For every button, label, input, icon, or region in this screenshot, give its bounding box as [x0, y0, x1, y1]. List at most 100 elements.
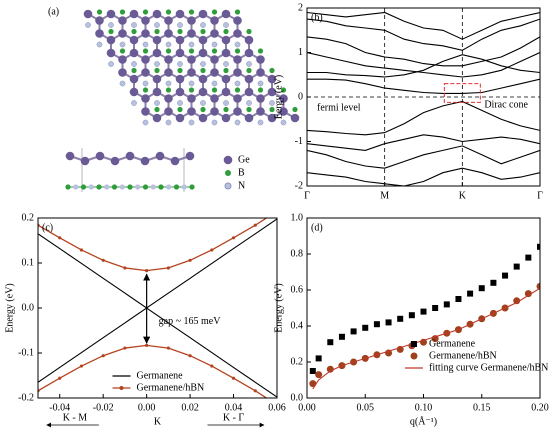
data-point: [326, 365, 334, 373]
atom-n: [188, 119, 195, 126]
data-line: [38, 218, 268, 272]
data-point: [166, 346, 170, 350]
data-point: [420, 308, 427, 315]
data-line: [38, 344, 268, 398]
atom-b: [96, 9, 103, 15]
atom-ge: [198, 113, 208, 123]
legend-label: fitting curve Germanene/hBN: [429, 362, 548, 373]
atom-ge: [175, 48, 185, 58]
highlight-box: [443, 83, 481, 103]
y-tick-label: 0.6: [291, 284, 304, 295]
atom-ge: [141, 16, 150, 25]
x-tick-label: K: [459, 190, 467, 201]
x-tick-label: Γ: [304, 190, 310, 201]
x-tick-label: 0.02: [181, 402, 199, 413]
x-tick-label: -0.04: [49, 402, 70, 413]
atom-b: [188, 48, 195, 54]
atom-ge: [83, 9, 93, 19]
atom-n: [181, 184, 187, 190]
atom-n: [234, 80, 241, 87]
data-point: [537, 243, 540, 250]
atom-ge: [221, 87, 231, 97]
data-point: [397, 315, 404, 322]
atom-n: [131, 61, 137, 67]
atom-ge: [141, 29, 150, 38]
atom-b: [154, 28, 160, 35]
data-line: [307, 11, 540, 40]
atom-b: [96, 184, 102, 190]
atom-b: [234, 9, 241, 15]
atom-ge: [233, 94, 242, 103]
plot-frame: [37, 217, 278, 399]
atom-b: [142, 87, 149, 93]
data-point: [231, 376, 236, 380]
atom-ge: [141, 55, 150, 64]
atom-b: [177, 28, 183, 35]
atom-b: [280, 87, 287, 93]
data-point: [525, 254, 532, 261]
atom-ge: [152, 113, 162, 123]
atom-n: [211, 80, 218, 87]
atom-ge: [152, 9, 162, 19]
atom-ge: [233, 68, 242, 77]
data-line: [307, 51, 540, 78]
data-point: [410, 352, 418, 360]
atom-ge: [118, 16, 127, 25]
data-point: [101, 258, 105, 262]
atom-b: [200, 28, 206, 35]
atom-ge: [187, 107, 196, 116]
legend-label: Ge: [238, 154, 250, 165]
data-point: [188, 258, 192, 262]
x-tick-label: 0.06: [268, 402, 286, 413]
atom-ge: [106, 35, 116, 45]
atom-ge: [129, 35, 139, 45]
atom-n: [211, 41, 218, 48]
x-axis-label: q(Å⁻¹): [410, 415, 437, 427]
atom-ge: [175, 9, 185, 19]
data-point: [478, 285, 485, 292]
plot: [38, 218, 277, 398]
atom-b: [223, 28, 229, 35]
atom-ge: [279, 107, 288, 116]
panel-label: (a): [48, 6, 59, 17]
atom-ge: [256, 107, 265, 116]
atom-ge: [187, 16, 196, 25]
atom-ge: [210, 94, 219, 103]
atom-n: [246, 100, 252, 106]
atom-ge: [244, 74, 254, 84]
data-point: [188, 354, 192, 358]
y-tick-label: 1.0: [291, 212, 304, 223]
data-point: [513, 297, 521, 305]
atom-n: [223, 100, 229, 106]
atom-ge: [106, 48, 116, 58]
atom-n: [165, 41, 172, 48]
data-point: [58, 236, 62, 240]
atom-n: [188, 41, 195, 48]
atom-b: [246, 106, 252, 113]
atom-ge: [129, 9, 139, 19]
data-point: [467, 290, 474, 297]
data-point: [210, 364, 214, 368]
legend-swatch: [119, 386, 124, 390]
panel-label: (d): [311, 222, 323, 233]
data-point: [502, 272, 509, 279]
atom-b: [165, 9, 172, 15]
data-line: [38, 307, 277, 398]
atom-b: [188, 87, 195, 93]
annotation: fermi level: [317, 102, 361, 113]
atom-b: [177, 67, 183, 74]
atom-b: [119, 48, 126, 54]
atom-n: [131, 100, 137, 106]
atom-ge: [141, 68, 150, 77]
atom-b: [142, 48, 149, 54]
atom-ge: [187, 94, 196, 103]
data-line: [307, 36, 540, 67]
data-point: [309, 368, 316, 374]
atom-b: [211, 87, 218, 93]
legend-label: Germanene: [137, 370, 184, 381]
atom-b: [108, 28, 114, 35]
y-tick-label: 0.1: [22, 257, 35, 268]
atom-b: [177, 106, 183, 113]
atom-b: [80, 184, 87, 190]
